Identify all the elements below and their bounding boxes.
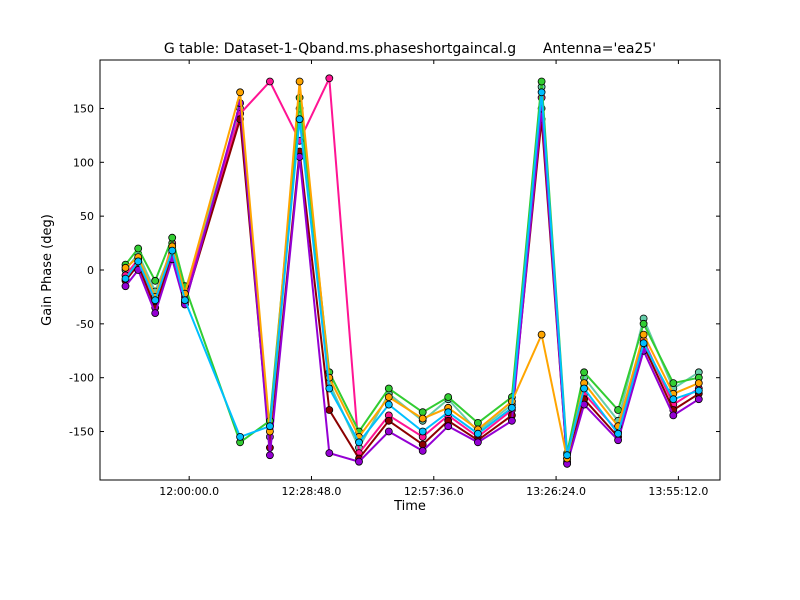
y-tick-label: 50 [80,210,94,223]
data-point [151,276,160,285]
data-point [614,406,622,414]
data-point [418,414,427,423]
data-point [507,403,516,412]
data-point [694,395,703,404]
data-point [563,451,571,460]
data-point [384,416,393,425]
y-tick-label: 0 [87,264,94,277]
data-point [537,88,546,97]
series-line [124,81,700,459]
data-point [134,244,143,253]
data-point [639,339,648,348]
data-point [639,330,648,339]
data-point [355,438,363,447]
data-point [418,446,427,455]
data-point [669,379,678,388]
data-point [151,309,160,318]
data-point [236,88,245,97]
data-point [444,422,453,431]
data-point [134,257,143,266]
data-point [639,319,648,328]
data-point [121,282,130,291]
data-point [384,400,393,409]
data-point [580,368,588,377]
data-point [507,416,516,425]
x-tick-label: 13:26:24.0 [526,485,586,498]
data-point [473,429,482,438]
y-tick-label: 150 [73,102,94,115]
y-tick-label: -150 [69,426,94,439]
data-point [325,74,334,83]
data-point [121,274,130,283]
data-point [168,246,177,255]
data-point [295,115,304,124]
data-point [384,384,393,393]
data-point [614,429,622,438]
chart-title: G table: Dataset-1-Qband.ms.phaseshortga… [164,41,656,57]
data-point [418,427,427,436]
data-point [444,408,453,417]
data-point [325,406,334,414]
x-axis-label: Time [393,499,426,514]
y-tick-label: -100 [69,372,94,385]
data-point [537,330,546,339]
x-tick-label: 12:00:00.0 [159,485,219,498]
data-point [325,384,334,393]
data-point [473,438,482,447]
data-point [265,422,274,431]
data-point [614,436,622,445]
x-tick-label: 13:55:12.0 [648,485,708,498]
data-point [151,296,160,305]
data-point [295,77,304,86]
series-line [124,92,700,456]
series-6 [121,88,703,460]
data-point [355,457,363,466]
x-axis-ticks: 12:00:00.0 12:28:48.0 12:57:36.0 13:26:24.0… [159,60,708,498]
data-point [473,418,482,427]
data-point [418,440,427,449]
y-tick-label: 100 [73,156,94,169]
series-line [124,81,700,454]
y-axis-label: Gain Phase (deg) [40,214,55,326]
data-point [168,233,177,242]
data-point [325,449,334,458]
y-axis-ticks: 150 100 50 0 -50 -100 -150 [69,102,720,439]
x-tick-label: 12:28:48.0 [282,485,342,498]
data-point [669,411,678,420]
data-point [236,432,245,441]
data-point [265,77,274,86]
series-line [124,102,700,465]
data-point [121,263,130,272]
data-point [384,427,393,436]
x-tick-label: 12:57:36.0 [404,485,464,498]
data-point [384,393,393,402]
data-point [669,395,678,404]
y-tick-label: -50 [76,318,94,331]
data-point [694,386,703,395]
data-point [265,451,274,460]
data-point [418,408,427,417]
plot-content [121,74,703,468]
data-point [180,296,189,305]
data-point [444,393,453,402]
data-point [537,77,546,86]
data-point [580,384,588,393]
data-point [694,379,703,388]
